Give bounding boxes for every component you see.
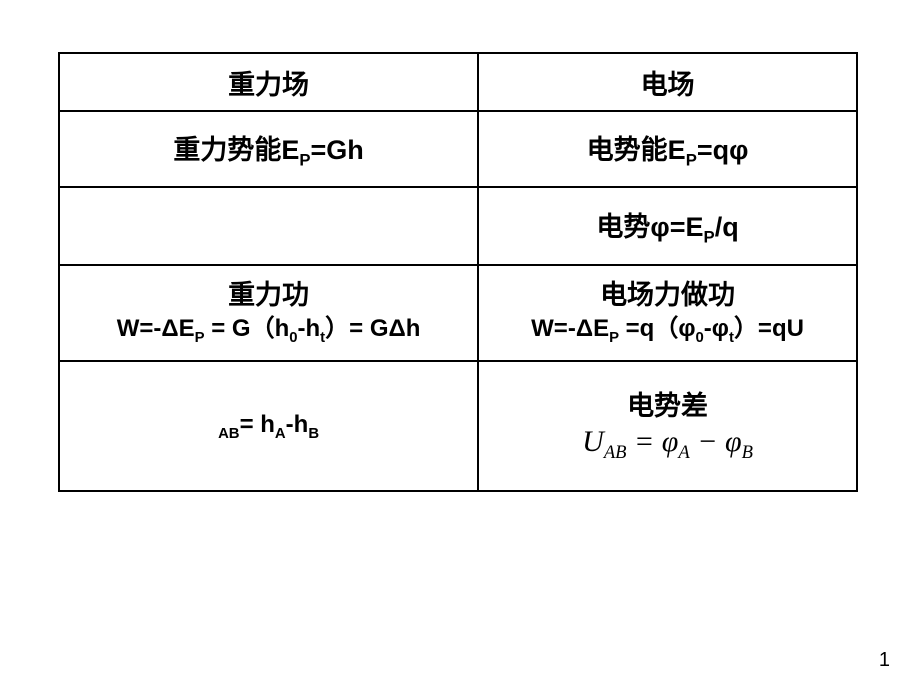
cell-electric-pe: 电势能EP=qφ — [478, 111, 857, 187]
title: 重力功 — [68, 278, 469, 313]
uab-formula: UAB = φA − φB — [487, 425, 848, 464]
physics-table: 重力场 电场 重力势能EP=Gh 电势能EP=qφ 电势φ=EP/q 重力功 W… — [58, 52, 858, 492]
t: W=-ΔE — [117, 315, 195, 342]
s: P — [195, 330, 205, 346]
t: = h — [240, 411, 275, 438]
t: -h — [286, 411, 309, 438]
t: W=-ΔE — [531, 315, 609, 342]
table-row: 重力场 电场 — [59, 53, 857, 111]
s: B — [308, 425, 319, 441]
t: ）=qU — [734, 315, 804, 342]
s: A — [275, 425, 286, 441]
formula-line: W=-ΔEP = G（h0-ht）= GΔh — [68, 313, 469, 348]
formula-line: W=-ΔEP =q（φ0-φt）=qU — [487, 313, 848, 348]
sub: P — [299, 150, 310, 169]
sub: P — [686, 150, 697, 169]
page-number: 1 — [879, 649, 890, 672]
formula-line: AB= hA-hB — [68, 409, 469, 444]
s: AB — [218, 425, 240, 441]
text: 电势φ=E — [596, 212, 703, 242]
table-row: 重力功 W=-ΔEP = G（h0-ht）= GΔh 电场力做功 W=-ΔEP … — [59, 265, 857, 361]
header-gravity: 重力场 — [59, 53, 478, 111]
t: U — [582, 425, 604, 458]
s: P — [609, 330, 619, 346]
s: 0 — [696, 330, 704, 346]
text: =Gh — [311, 135, 364, 165]
sub: P — [704, 227, 715, 246]
s: AB — [604, 442, 627, 463]
s: B — [742, 442, 753, 463]
cell-potential-diff: 电势差 UAB = φA − φB — [478, 361, 857, 491]
cell-electric-work: 电场力做功 W=-ΔEP =q（φ0-φt）=qU — [478, 265, 857, 361]
text: 重力势能E — [173, 135, 299, 165]
cell-gravity-work: 重力功 W=-ΔEP = G（h0-ht）= GΔh — [59, 265, 478, 361]
t: -h — [298, 315, 321, 342]
text: 电势能E — [587, 135, 686, 165]
s: A — [678, 442, 689, 463]
s: 0 — [289, 330, 297, 346]
text: /q — [715, 212, 739, 242]
table-row: 电势φ=EP/q — [59, 187, 857, 265]
title: 电势差 — [487, 388, 848, 424]
header-electric: 电场 — [478, 53, 857, 111]
cell-potential: 电势φ=EP/q — [478, 187, 857, 265]
t: = G（h — [205, 315, 290, 342]
comparison-table: 重力场 电场 重力势能EP=Gh 电势能EP=qφ 电势φ=EP/q 重力功 W… — [58, 52, 858, 492]
t: = φ — [627, 425, 679, 458]
t: -φ — [704, 315, 729, 342]
title: 电场力做功 — [487, 278, 848, 313]
t: =q（φ — [619, 315, 696, 342]
table-row: 重力势能EP=Gh 电势能EP=qφ — [59, 111, 857, 187]
cell-height-diff: AB= hA-hB — [59, 361, 478, 491]
t: − φ — [690, 425, 742, 458]
cell-gravity-pe: 重力势能EP=Gh — [59, 111, 478, 187]
text: =qφ — [697, 135, 749, 165]
table-row: AB= hA-hB 电势差 UAB = φA − φB — [59, 361, 857, 491]
cell-empty — [59, 187, 478, 265]
t: ）= GΔh — [325, 315, 420, 342]
